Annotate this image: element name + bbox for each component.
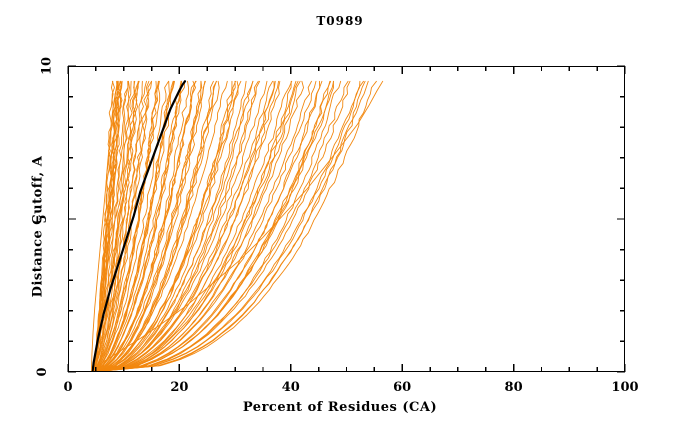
plot-curves: [68, 66, 625, 372]
y-tick-label: 0: [35, 367, 51, 377]
x-tick-label: 100: [611, 380, 639, 395]
x-tick-label: 40: [281, 380, 300, 395]
x-tick-label: 0: [63, 380, 73, 395]
x-tick-label: 60: [393, 380, 412, 395]
plot-frame: [68, 66, 625, 372]
chart-title: T0989: [316, 14, 364, 28]
y-tick-label: 10: [39, 56, 55, 76]
x-axis-title: Percent of Residues (CA): [242, 400, 438, 415]
x-tick-label: 80: [504, 380, 523, 395]
y-axis-title: Distance Cutoff, A: [30, 155, 46, 298]
x-tick-label: 20: [170, 380, 189, 395]
